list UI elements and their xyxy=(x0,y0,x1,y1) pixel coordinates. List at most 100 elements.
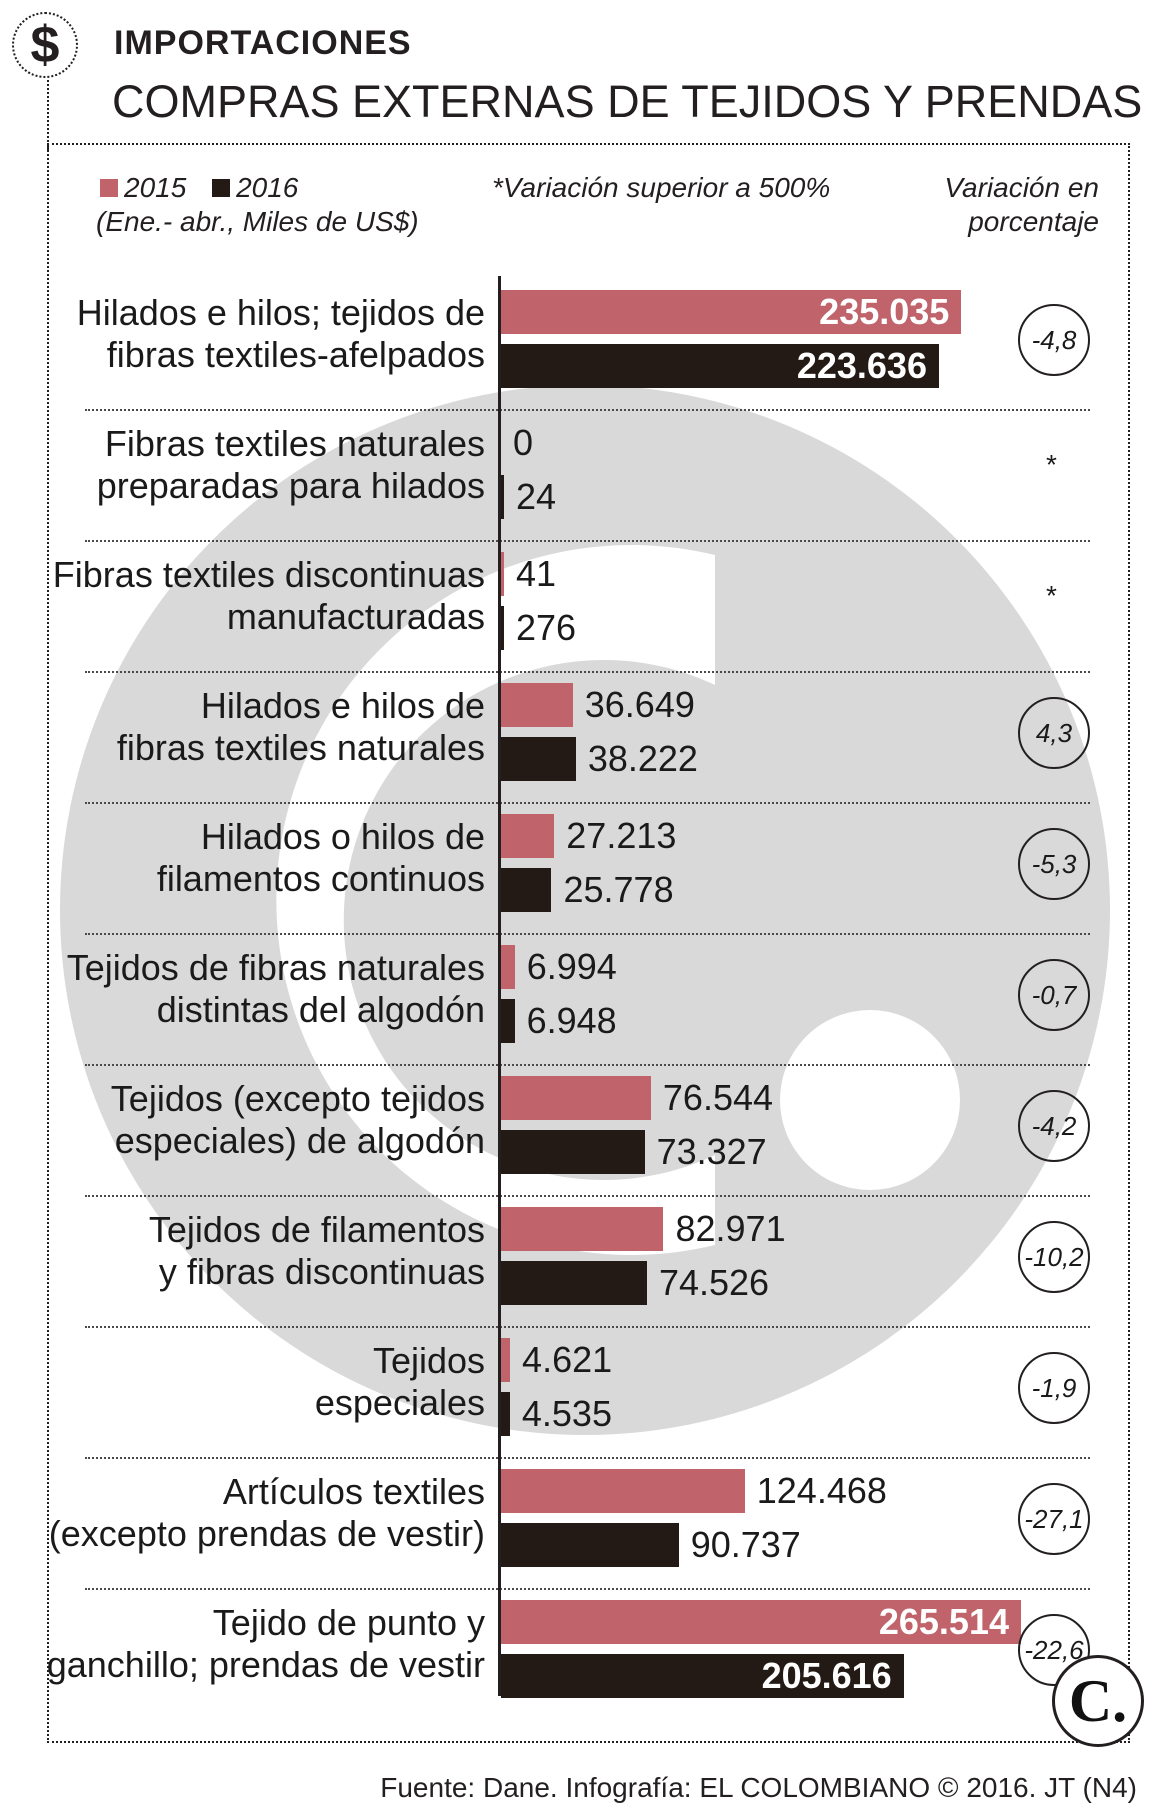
category-label: Tejidos especiales xyxy=(315,1340,485,1424)
row-separator xyxy=(85,540,1090,542)
period-note: (Ene.- abr., Miles de US$) xyxy=(96,206,419,237)
row-separator xyxy=(85,1588,1090,1590)
variation-circle: -1,9 xyxy=(1018,1352,1090,1424)
bar-2016 xyxy=(501,1523,679,1567)
bar-2015 xyxy=(501,552,504,596)
variation-header-line1: Variación en xyxy=(944,172,1099,203)
category-label-line: fibras textiles-afelpados xyxy=(106,334,485,375)
category-label: Tejidos (excepto tejidos especiales) de a… xyxy=(111,1078,485,1162)
category-label-line: especiales xyxy=(314,1382,485,1423)
value-label-2016: 4.535 xyxy=(521,1393,612,1434)
legend: 2015 2016 xyxy=(100,172,298,204)
value-label-2015: 82.971 xyxy=(675,1208,786,1249)
value-label-2015: 27.213 xyxy=(566,815,677,856)
variation-circle: -0,7 xyxy=(1018,959,1090,1031)
bar-2016 xyxy=(501,1654,904,1698)
legend-swatch-2016 xyxy=(212,179,231,197)
value-label-2016: 90.737 xyxy=(690,1524,801,1565)
bar-2016 xyxy=(501,1261,647,1305)
el-colombiano-watermark xyxy=(60,385,1110,1435)
category-label: Fibras textiles naturales preparadas para… xyxy=(97,423,485,507)
section-kicker: IMPORTACIONES xyxy=(114,24,412,62)
value-label-2016: 73.327 xyxy=(656,1131,767,1172)
bar-2015 xyxy=(501,1469,745,1513)
value-label-2015: 0 xyxy=(513,422,534,463)
variation-circle: -4,8 xyxy=(1018,304,1090,376)
value-label-2016: 223.636 xyxy=(796,345,927,386)
value-label-2015: 124.468 xyxy=(756,1470,887,1511)
category-label-line: preparadas para hilados xyxy=(96,465,485,506)
source-credit: Fuente: Dane. Infografía: EL COLOMBIANO … xyxy=(380,1772,1137,1803)
category-label: Artículos textiles (excepto prendas de ve… xyxy=(49,1471,485,1555)
category-label-line: Tejidos de fibras naturales xyxy=(66,947,485,988)
row-separator xyxy=(85,1457,1090,1459)
row-separator xyxy=(85,671,1090,673)
category-label-line: (excepto prendas de vestir) xyxy=(48,1513,485,1554)
value-label-2016: 24 xyxy=(516,476,557,517)
value-label-2016: 74.526 xyxy=(658,1262,770,1303)
bar-2016 xyxy=(501,1392,510,1436)
legend-label-2016: 2016 xyxy=(236,172,299,203)
row-separator xyxy=(85,802,1090,804)
bar-2016 xyxy=(501,737,576,781)
category-label-line: Fibras textiles discontinuas xyxy=(52,554,485,595)
variation-circle: 4,3 xyxy=(1018,697,1090,769)
category-label: Fibras textiles discontinuas manufacturad… xyxy=(53,554,485,638)
category-label-line: manufacturadas xyxy=(226,596,485,637)
category-label-line: Tejido de punto y xyxy=(212,1602,485,1643)
category-axis-line xyxy=(498,276,501,1696)
value-label-2015: 235.035 xyxy=(819,291,950,332)
category-label: Hilados e hilos de fibras textiles natura… xyxy=(117,685,485,769)
value-label-2015: 76.544 xyxy=(662,1077,774,1118)
variation-footnote: *Variación superior a 500% xyxy=(492,172,831,203)
el-colombiano-logo: C. xyxy=(1052,1655,1144,1747)
value-label-2015: 4.621 xyxy=(522,1339,613,1380)
category-label: Tejidos de fibras naturales distintas del… xyxy=(67,947,485,1031)
value-label-2016: 38.222 xyxy=(587,738,698,779)
category-label-line: Tejidos xyxy=(372,1340,485,1381)
variation-header-line2: porcentaje xyxy=(968,206,1099,237)
variation-circle: -27,1 xyxy=(1018,1483,1090,1555)
legend-label-2015: 2015 xyxy=(124,172,187,203)
bar-2016 xyxy=(501,868,552,912)
row-separator xyxy=(85,1195,1090,1197)
category-label-line: y fibras discontinuas xyxy=(158,1251,485,1292)
value-label-2015: 265.514 xyxy=(878,1601,1009,1642)
variation-circle: -10,2 xyxy=(1018,1221,1090,1293)
category-label-line: especiales) de algodón xyxy=(114,1120,485,1161)
bar-2015 xyxy=(501,1207,664,1251)
category-label-line: ganchillo; prendas de vestir xyxy=(46,1644,485,1685)
value-label-2015: 6.994 xyxy=(526,946,617,987)
category-label-line: Hilados o hilos de xyxy=(200,816,485,857)
category-label-line: Artículos textiles xyxy=(222,1471,485,1512)
bar-2016 xyxy=(501,344,939,388)
bar-2015 xyxy=(501,814,555,858)
value-label-2015: 36.649 xyxy=(584,684,695,725)
row-separator xyxy=(85,409,1090,411)
category-label-line: distintas del algodón xyxy=(156,989,485,1030)
legend-swatch-2015 xyxy=(100,179,118,197)
bar-2015 xyxy=(501,683,573,727)
bar-2015 xyxy=(501,1338,511,1382)
bar-2016 xyxy=(501,999,515,1043)
category-label: Tejido de punto y ganchillo; prendas de v… xyxy=(47,1602,485,1686)
category-label-line: fibras textiles naturales xyxy=(116,727,485,768)
category-label-line: Tejidos de filamentos xyxy=(148,1209,485,1250)
header-connector-line xyxy=(47,80,49,150)
bar-2016 xyxy=(501,606,504,650)
variation-circle: -5,3 xyxy=(1018,828,1090,900)
variation-circle: -4,2 xyxy=(1018,1090,1090,1162)
bar-2015 xyxy=(501,1076,651,1120)
bar-2016 xyxy=(501,475,504,519)
row-separator xyxy=(85,1064,1090,1066)
bar-2015 xyxy=(501,290,962,334)
variation-asterisk: * xyxy=(1046,449,1057,480)
value-label-2016: 6.948 xyxy=(526,1000,617,1041)
value-label-2015: 41 xyxy=(516,553,557,594)
category-label: Hilados e hilos; tejidos de fibras textil… xyxy=(77,292,485,376)
category-label: Hilados o hilos de filamentos continuos xyxy=(157,816,485,900)
bar-2015 xyxy=(501,945,515,989)
category-label: Tejidos de filamentos y fibras discontinu… xyxy=(149,1209,485,1293)
value-label-2016: 25.778 xyxy=(563,869,674,910)
variation-circle: -22,6 xyxy=(1018,1614,1090,1686)
